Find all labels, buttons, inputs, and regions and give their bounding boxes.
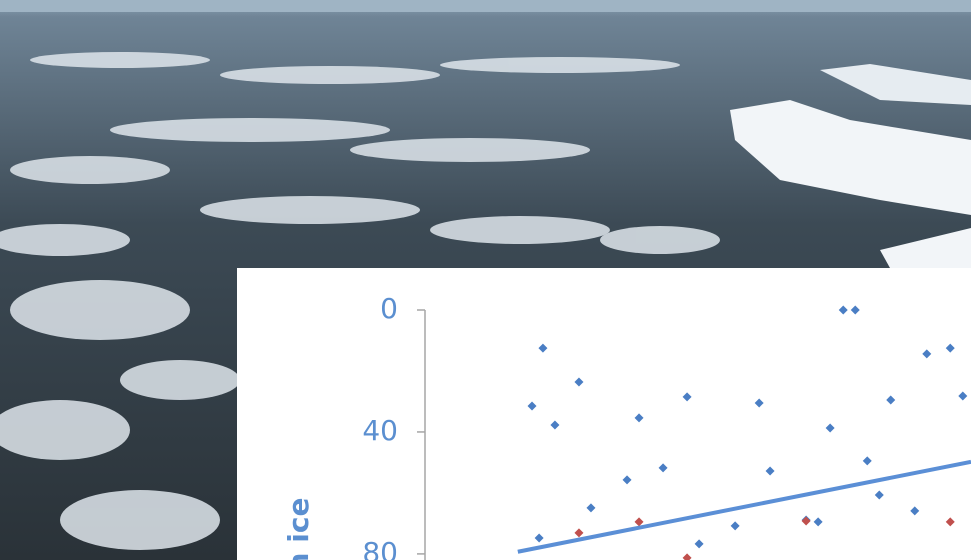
slide: h ice 0 40 80 (0, 0, 971, 560)
y-tick-label: 40 (362, 414, 398, 447)
y-tick-label: 80 (362, 536, 398, 560)
y-axis-label: h ice (282, 498, 315, 560)
y-tick-label: 0 (380, 292, 398, 325)
chart: h ice 0 40 80 (0, 0, 971, 560)
chart-panel (237, 268, 971, 560)
